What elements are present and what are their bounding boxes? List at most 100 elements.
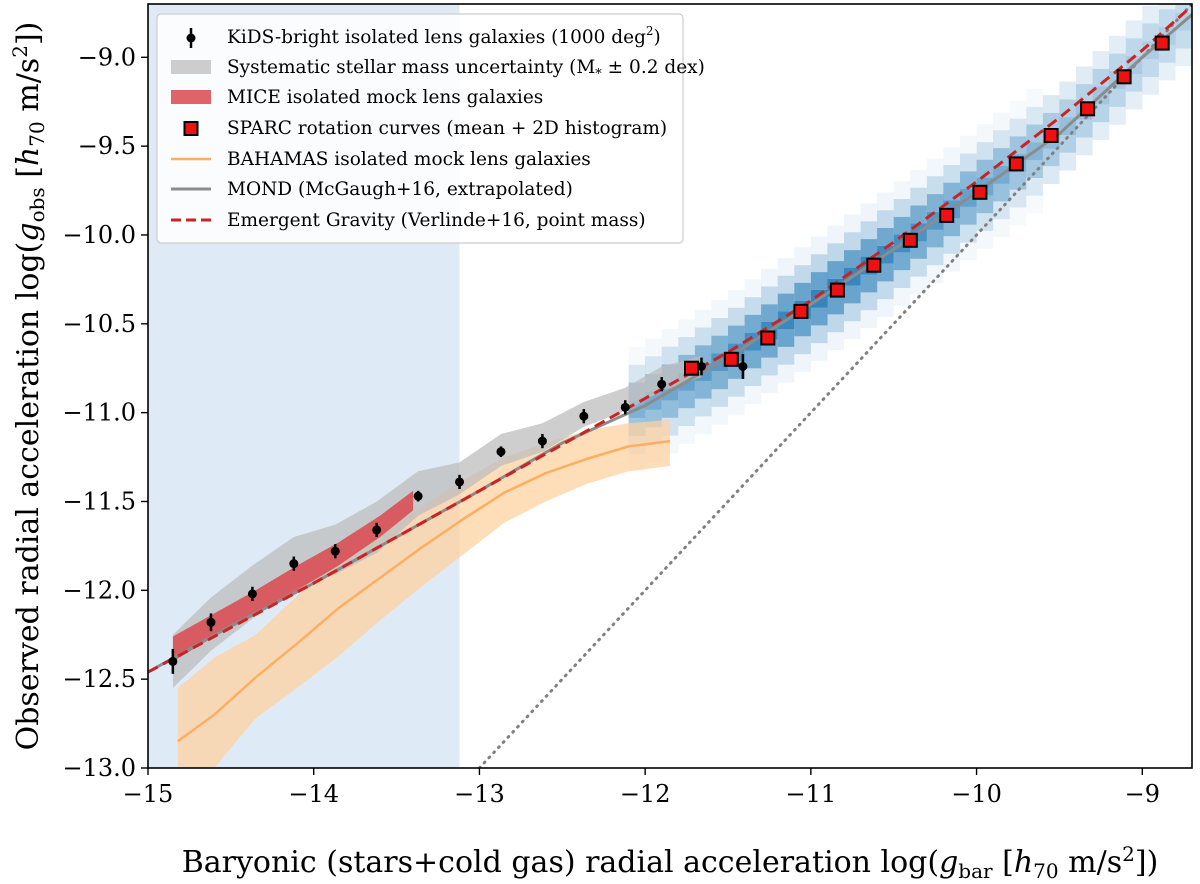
systematic-band <box>172 355 702 688</box>
histogram-cell <box>1026 89 1043 107</box>
x-axis-ticks: −15 −14 −13 −12 −11 −10 −9 <box>123 768 1160 808</box>
axes-frame <box>147 3 1193 769</box>
histogram-cell <box>678 337 695 355</box>
histogram-cell <box>1158 62 1176 81</box>
histogram-cell <box>943 182 960 201</box>
histogram-cell <box>910 169 927 188</box>
histogram-cell <box>810 307 828 326</box>
one-to-one-line <box>477 4 1192 768</box>
histogram-cell <box>728 325 745 344</box>
histogram-cell <box>711 318 728 336</box>
histogram-cell <box>1125 38 1143 57</box>
histogram-cell <box>728 378 745 397</box>
histogram-cell <box>844 285 861 304</box>
legend-label-mice: MICE isolated mock lens galaxies <box>227 87 543 108</box>
histogram-cell <box>1142 76 1159 95</box>
histogram-cell <box>761 357 778 376</box>
sparc-point <box>902 232 918 248</box>
legend-handle-kids <box>186 33 196 43</box>
histogram-cell <box>728 290 745 308</box>
data-markers <box>168 35 1170 674</box>
histogram-cell <box>728 307 745 326</box>
histogram-cell <box>1009 118 1027 137</box>
histogram-cell <box>1092 104 1110 123</box>
histogram-cell <box>993 183 1010 202</box>
kids-point <box>579 411 589 421</box>
histogram-cell <box>1076 137 1093 156</box>
histogram-cell <box>827 243 844 262</box>
histogram-cell <box>877 210 894 229</box>
histogram-cell <box>926 247 944 266</box>
histogram-cell <box>860 310 878 328</box>
histogram-cell <box>976 124 994 143</box>
histogram-cell <box>1009 207 1027 226</box>
legend-handle-systematic <box>171 60 211 74</box>
histogram-cell <box>777 364 795 383</box>
histogram-cell <box>877 228 894 246</box>
legend-box <box>156 13 684 244</box>
histogram-cell <box>960 153 977 172</box>
histogram-cell <box>844 250 861 268</box>
kids-point <box>168 656 178 666</box>
sparc-point <box>829 282 845 298</box>
y-axis-title: Observed radial acceleration log(gobs [h… <box>8 22 49 751</box>
legend-label-systematic: Systematic stellar mass uncertainty (M* … <box>227 57 705 82</box>
histogram-cell <box>827 314 844 333</box>
y-tick-label: −9.0 <box>78 43 136 71</box>
y-tick-label: −9.5 <box>78 132 136 160</box>
sparc-point <box>684 360 699 376</box>
sparc-point <box>1154 35 1170 51</box>
histogram-cell <box>794 336 811 355</box>
legend: KiDS-bright isolated lens galaxies (1000… <box>156 13 705 244</box>
histogram-cell <box>1042 166 1060 184</box>
sparc-point <box>972 184 988 200</box>
histogram-cell <box>993 112 1010 131</box>
kids-point <box>206 617 216 627</box>
histogram-cell <box>628 347 646 365</box>
histogram-cell <box>1009 136 1027 155</box>
histogram-cell <box>1076 66 1093 85</box>
legend-label-bahamas: BAHAMAS isolated mock lens galaxies <box>227 149 591 170</box>
kids-point <box>537 436 547 446</box>
histogram-cell <box>744 297 762 315</box>
histogram-cell <box>1009 171 1027 190</box>
kids-point <box>657 379 667 389</box>
histogram-cell <box>761 304 778 323</box>
legend-label-mond: MOND (McGaugh+16, extrapolated) <box>227 179 573 200</box>
histogram-cell <box>1092 51 1110 69</box>
histogram-cell <box>960 135 977 154</box>
histogram-cell <box>827 296 844 315</box>
histogram-cell <box>1092 122 1110 140</box>
kids-point <box>372 525 382 535</box>
sparc-point <box>866 257 882 273</box>
histogram-cell <box>960 206 977 225</box>
histogram-cell <box>893 181 911 200</box>
sparc-point <box>1043 128 1059 143</box>
histogram-cell <box>1042 112 1060 131</box>
histogram-cell <box>960 224 977 243</box>
histogram-cell <box>976 213 994 231</box>
x-tick-label: −13 <box>454 780 505 808</box>
histogram-cell <box>1076 84 1093 102</box>
y-tick-label: −11.0 <box>62 399 136 427</box>
sparc-point <box>1080 101 1096 117</box>
histogram-cell <box>794 265 811 283</box>
legend-handle-mice <box>171 90 211 104</box>
histogram-cell <box>1125 91 1143 110</box>
histogram-cell <box>893 216 911 235</box>
histogram-cell <box>628 364 646 383</box>
histogram-cell <box>678 390 695 409</box>
histogram-cell <box>910 276 927 295</box>
histogram-cell <box>827 332 844 350</box>
histogram-cell <box>661 346 679 365</box>
legend-handles <box>171 28 211 222</box>
histogram-cell <box>993 148 1010 166</box>
histogram-cell <box>860 239 878 257</box>
bahamas-line <box>177 439 671 743</box>
histogram-cell <box>744 350 762 369</box>
histogram-cell <box>794 282 811 301</box>
histogram-cell <box>711 300 728 318</box>
histogram-cell <box>810 325 828 344</box>
histogram-cell <box>761 268 778 287</box>
